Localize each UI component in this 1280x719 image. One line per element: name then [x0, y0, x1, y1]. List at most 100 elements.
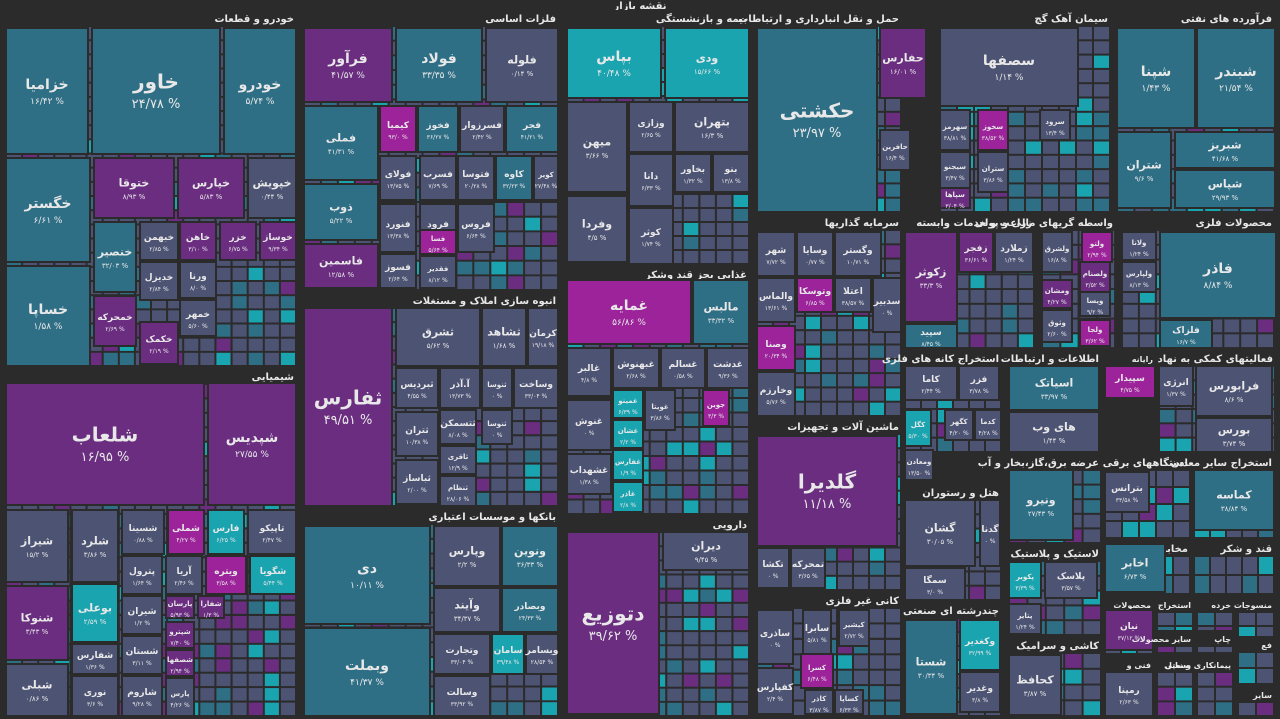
stock-tile[interactable]	[5, 382, 205, 506]
stock-tile[interactable]	[139, 321, 179, 365]
sector-label: لاستیک و پلاستیک	[1011, 549, 1099, 560]
stock-tile[interactable]	[121, 509, 165, 555]
stock-tile[interactable]	[71, 643, 119, 675]
stock-tile[interactable]	[71, 675, 119, 717]
stock-value: ۲/۱۹ %	[149, 348, 169, 355]
filler-tile	[970, 290, 985, 303]
filler-tile	[1026, 184, 1041, 197]
stock-tile[interactable]	[5, 157, 91, 263]
stock-tile[interactable]	[5, 663, 69, 717]
stock-tile[interactable]	[165, 595, 195, 619]
stock-tile[interactable]	[223, 27, 297, 155]
stock-tile[interactable]	[179, 221, 217, 261]
stock-tile[interactable]	[165, 555, 203, 595]
stock-tile[interactable]	[533, 155, 559, 201]
stock-name: شهر	[765, 246, 787, 256]
stock-tile[interactable]	[457, 155, 495, 201]
stock-value: ۵۶/۸۶ %	[612, 318, 646, 328]
stock-tile[interactable]	[379, 105, 417, 153]
stock-tile[interactable]	[93, 295, 137, 347]
filler-tile	[491, 450, 507, 463]
stock-tile[interactable]	[419, 229, 457, 255]
stock-tile[interactable]	[71, 583, 119, 643]
stock-name: ثاقری	[448, 453, 469, 461]
sector-label: شیمیایی	[252, 372, 294, 383]
stock-tile[interactable]	[5, 585, 69, 661]
stock-tile[interactable]	[179, 299, 217, 337]
stock-tile[interactable]	[139, 221, 179, 261]
stock-tile[interactable]	[165, 677, 195, 717]
stock-tile[interactable]	[197, 595, 225, 619]
stock-tile[interactable]	[139, 261, 179, 301]
stock-tile[interactable]	[527, 307, 559, 367]
stock-tile[interactable]	[5, 27, 89, 155]
filler-tile	[1227, 557, 1241, 574]
stock-tile[interactable]	[91, 27, 221, 155]
stock-tile[interactable]	[93, 157, 175, 219]
stock-tile[interactable]	[303, 27, 393, 103]
stock-tile[interactable]	[303, 105, 379, 181]
stock-tile[interactable]	[303, 243, 379, 289]
stock-tile[interactable]	[379, 155, 417, 201]
stock-tile[interactable]	[207, 509, 245, 555]
filler-tile	[733, 413, 748, 426]
stock-tile[interactable]	[259, 221, 297, 261]
stock-value: ۲/۴۷ %	[262, 537, 282, 544]
stock-value: ۳/۸۷ %	[1024, 690, 1047, 698]
stock-tile[interactable]	[419, 255, 457, 289]
filler-tile	[1026, 141, 1041, 154]
stock-tile[interactable]	[179, 261, 217, 299]
stock-tile[interactable]	[207, 382, 297, 506]
stock-value: ۱۳/۴ %	[1045, 130, 1065, 137]
stock-tile[interactable]	[165, 649, 195, 677]
filler-tile	[733, 209, 748, 221]
stock-tile[interactable]	[121, 635, 163, 675]
stock-name: خپارس	[192, 177, 230, 190]
filler-tile	[716, 223, 732, 235]
stock-value: ۱۶/۳ %	[701, 132, 724, 140]
stock-tile[interactable]	[71, 509, 119, 583]
stock-tile[interactable]	[165, 621, 195, 649]
stock-tile[interactable]	[395, 27, 483, 103]
stock-tile[interactable]	[247, 509, 297, 555]
stock-tile[interactable]	[177, 157, 245, 219]
stock-tile[interactable]	[247, 157, 297, 219]
stock-tile[interactable]	[121, 675, 163, 717]
stock-tile[interactable]	[419, 155, 457, 201]
sector-label: محصولات	[1113, 601, 1151, 610]
stock-tile[interactable]	[495, 155, 533, 201]
filler-tile	[886, 170, 900, 183]
stock-tile[interactable]	[459, 105, 505, 153]
stock-tile[interactable]	[93, 221, 137, 293]
stock-tile[interactable]	[485, 27, 559, 103]
stock-tile[interactable]	[457, 203, 495, 253]
stock-tile[interactable]	[249, 555, 297, 595]
stock-tile[interactable]	[219, 221, 257, 261]
stock-tile[interactable]	[121, 595, 163, 635]
filler-tile	[1243, 576, 1257, 593]
stock-tile[interactable]	[303, 307, 393, 507]
stock-tile[interactable]	[481, 307, 527, 367]
stock-tile[interactable]	[205, 555, 247, 595]
stock-name: فروس	[461, 220, 491, 230]
stock-tile[interactable]	[505, 105, 559, 153]
stock-value: ۲/۹۴ %	[170, 668, 190, 675]
sector-group: کانی غیر فلزی ساذری ۰ % سابرا ۵/۸۱ % کیشیر ۲/۷…	[755, 592, 903, 718]
filler-tile	[886, 576, 900, 589]
stock-tile[interactable]	[5, 265, 91, 367]
filler-tile	[650, 442, 666, 455]
stock-tile[interactable]	[379, 203, 417, 253]
sector-group: چاپ	[1195, 630, 1235, 655]
stock-tile[interactable]	[121, 555, 163, 595]
stock-tile[interactable]	[417, 105, 459, 153]
stock-tile[interactable]	[5, 509, 69, 583]
stock-tile[interactable]	[379, 253, 417, 289]
stock-tile[interactable]	[303, 183, 379, 241]
filler-tile	[886, 259, 900, 272]
stock-tile[interactable]	[167, 509, 205, 555]
stock-name: پتایر	[1016, 612, 1032, 620]
filler-tile	[491, 687, 507, 701]
stock-tile[interactable]	[395, 307, 481, 367]
filler-tile	[822, 359, 836, 373]
filler-tile	[1009, 198, 1024, 211]
